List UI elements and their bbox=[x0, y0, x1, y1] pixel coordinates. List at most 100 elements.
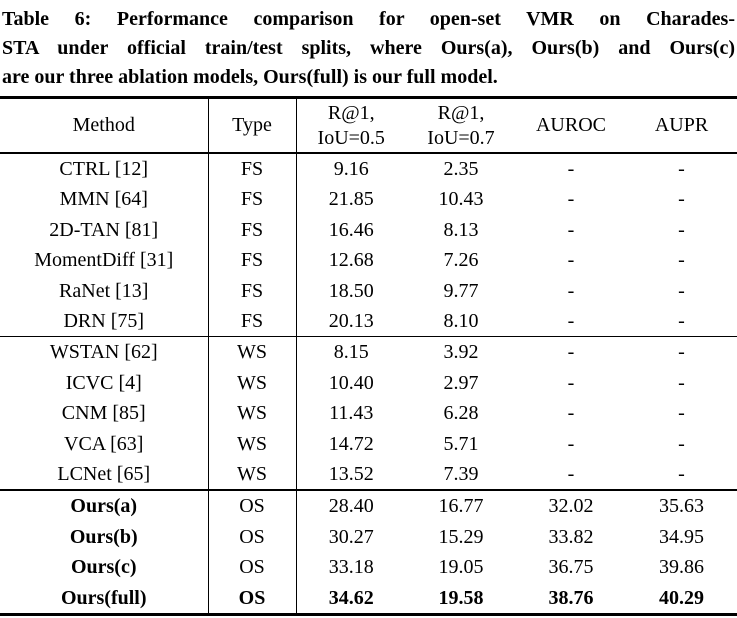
header-aupr: AUPR bbox=[626, 97, 737, 154]
value-cell: - bbox=[567, 158, 575, 180]
value-cell: 8.13 bbox=[443, 218, 479, 241]
value-cell: 12.68 bbox=[328, 249, 374, 272]
value-cell: 2.97 bbox=[443, 371, 479, 394]
value-cell: WS bbox=[208, 336, 297, 368]
value-cell: 2.35 bbox=[443, 158, 479, 180]
method-cell: CNM [85] bbox=[0, 398, 209, 429]
method-cell: Ours(a) bbox=[0, 489, 209, 522]
method-cell: Ours(full) bbox=[0, 582, 209, 615]
method-cell: LCNet [65] bbox=[0, 459, 209, 491]
table-row: MomentDiff [31] FS 12.68 7.26 - - bbox=[0, 245, 737, 276]
value-cell: 32.02 bbox=[516, 489, 626, 522]
method-cell: Ours(c) bbox=[0, 552, 209, 583]
value-cell: 36.75 bbox=[548, 556, 594, 579]
table-header: Method Type R@1, IoU=0.5 R@1, IoU=0.7 AU… bbox=[0, 97, 737, 154]
value-cell: - bbox=[567, 310, 575, 333]
caption-line-2: STA under official train/test splits, wh… bbox=[2, 37, 735, 59]
value-cell: 16.46 bbox=[328, 218, 374, 241]
value-cell: 39.86 bbox=[659, 556, 704, 579]
header-auroc: AUROC bbox=[516, 97, 626, 154]
header-type: Type bbox=[208, 97, 297, 154]
table-row: Ours(b) OS 30.27 15.29 33.82 34.95 bbox=[0, 521, 737, 553]
value-cell: 8.10 bbox=[443, 310, 479, 333]
value-cell: 15.29 bbox=[438, 525, 484, 548]
table-caption: Table 6: Performance comparison for open… bbox=[0, 0, 737, 92]
value-cell: FS bbox=[208, 245, 297, 276]
value-cell: - bbox=[678, 158, 685, 180]
method-cell: 2D-TAN [81] bbox=[0, 214, 209, 246]
table-row: CTRL [12] FS 9.16 2.35 - - bbox=[0, 153, 737, 185]
value-cell: 11.43 bbox=[329, 402, 374, 425]
value-cell: 34.95 bbox=[659, 525, 704, 548]
table-row: WSTAN [62] WS 8.15 3.92- - bbox=[0, 336, 737, 368]
value-cell: WS bbox=[208, 459, 297, 491]
value-cell: - bbox=[678, 371, 685, 394]
value-cell: 13.52 bbox=[328, 463, 374, 486]
value-cell: - bbox=[678, 279, 685, 302]
value-cell: 19.58 bbox=[438, 586, 484, 609]
header-r1-iou05: R@1, IoU=0.5 bbox=[296, 97, 406, 154]
method-cell: DRN [75] bbox=[0, 306, 209, 337]
value-cell: FS bbox=[208, 214, 297, 246]
table-row: ICVC [4] WS 10.40 2.97 - - bbox=[0, 367, 737, 399]
value-cell: 6.28 bbox=[443, 402, 479, 425]
value-cell: 14.72 bbox=[328, 432, 374, 455]
value-cell: - bbox=[678, 432, 685, 455]
header-row: Method Type R@1, IoU=0.5 R@1, IoU=0.7 AU… bbox=[0, 97, 737, 154]
table-row: LCNet [65] WS 13.52 7.39 - - bbox=[0, 459, 737, 491]
value-cell: - bbox=[567, 249, 575, 272]
value-cell: 9.77 bbox=[443, 279, 479, 302]
method-cell: VCA [63] bbox=[0, 428, 209, 460]
value-cell: - bbox=[678, 218, 685, 241]
value-cell: 33.82 bbox=[548, 525, 594, 548]
value-cell: FS bbox=[208, 184, 297, 215]
table-row: VCA [63] WS 14.72 5.71 - - bbox=[0, 428, 737, 460]
value-cell: - bbox=[626, 336, 737, 368]
value-cell: FS bbox=[208, 153, 297, 185]
table-row: RaNet [13] FS 18.50 9.77 - - bbox=[0, 275, 737, 307]
method-cell: CTRL [12] bbox=[0, 153, 209, 185]
value-cell: - bbox=[678, 188, 685, 211]
value-cell: 35.63 bbox=[626, 489, 737, 522]
value-cell: 21.85 bbox=[328, 188, 374, 211]
table-row: 2D-TAN [81] FS 16.46 8.13 - - bbox=[0, 214, 737, 246]
value-cell: 16.77 bbox=[406, 489, 516, 522]
value-cell: 30.27 bbox=[328, 525, 374, 548]
value-cell: 18.50 bbox=[328, 279, 374, 302]
table-row: Ours(a) OS 28.40 16.77 32.02 35.63 bbox=[0, 489, 737, 522]
value-cell: - bbox=[567, 402, 575, 425]
value-cell: FS bbox=[208, 275, 297, 307]
value-cell: 8.15 bbox=[296, 336, 406, 368]
method-cell: MomentDiff [31] bbox=[0, 245, 209, 276]
method-cell: RaNet [13] bbox=[0, 275, 209, 307]
value-cell: - bbox=[567, 188, 575, 211]
value-cell: OS bbox=[208, 582, 297, 615]
value-cell: WS bbox=[208, 398, 297, 429]
value-cell: - bbox=[678, 463, 685, 486]
value-cell: - bbox=[516, 336, 626, 368]
value-cell: 7.26 bbox=[443, 249, 479, 272]
table-row: MMN [64] FS 21.85 10.43 - - bbox=[0, 184, 737, 215]
results-table: Method Type R@1, IoU=0.5 R@1, IoU=0.7 AU… bbox=[0, 96, 737, 617]
value-cell: 5.71 bbox=[443, 432, 479, 455]
table-row: Ours(full) OS 34.62 19.58 38.76 40.29 bbox=[0, 582, 737, 615]
value-cell: - bbox=[567, 432, 575, 455]
value-cell: FS bbox=[208, 306, 297, 337]
value-cell: - bbox=[567, 371, 575, 394]
header-method: Method bbox=[0, 97, 209, 154]
value-cell: 3.92 bbox=[406, 336, 516, 368]
value-cell: - bbox=[567, 463, 575, 486]
value-cell: - bbox=[678, 402, 685, 425]
table-row: DRN [75] FS 20.13 8.10 - - bbox=[0, 306, 737, 337]
value-cell: 10.40 bbox=[328, 371, 374, 394]
value-cell: 34.62 bbox=[328, 586, 374, 609]
value-cell: - bbox=[567, 218, 575, 241]
value-cell: 19.05 bbox=[438, 556, 484, 579]
value-cell: 10.43 bbox=[438, 188, 484, 211]
table-body: CTRL [12] FS 9.16 2.35- - MMN [64] FS 21.85 10.4… bbox=[0, 153, 737, 615]
value-cell: OS bbox=[208, 521, 297, 553]
value-cell: - bbox=[567, 279, 575, 302]
header-r1-iou07: R@1, IoU=0.7 bbox=[406, 97, 516, 154]
table-row: Ours(c) OS 33.18 19.05 36.75 39.86 bbox=[0, 552, 737, 583]
method-cell: WSTAN [62] bbox=[0, 336, 209, 368]
